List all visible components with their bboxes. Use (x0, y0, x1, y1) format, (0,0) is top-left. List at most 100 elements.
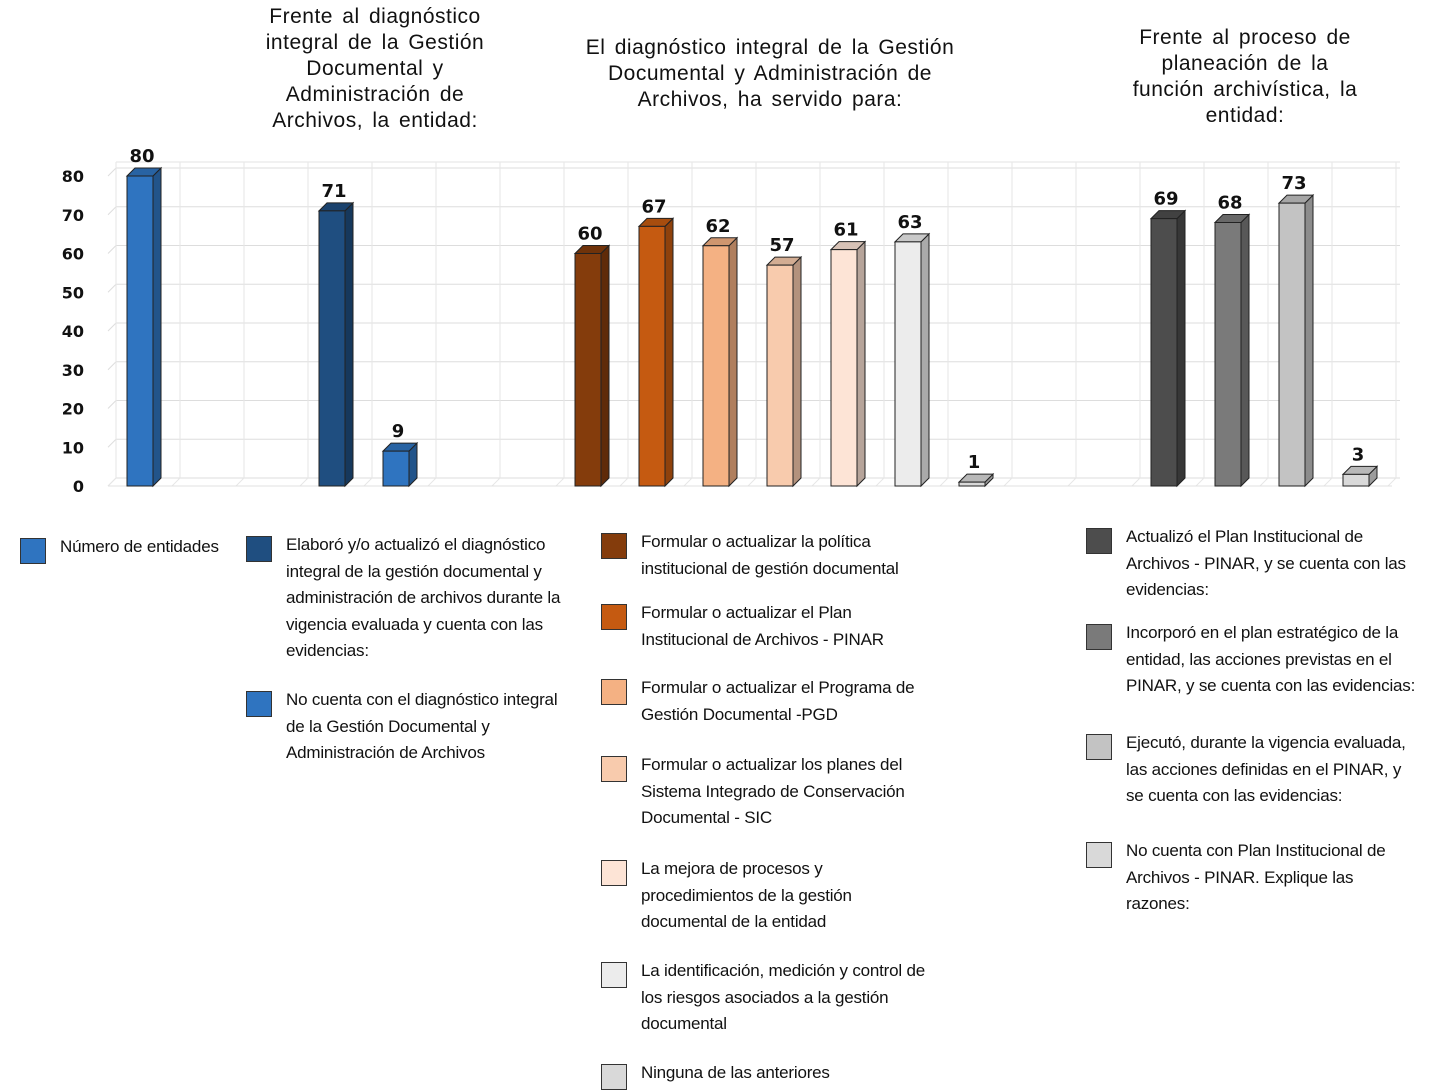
group-title-line: entidad: (1205, 104, 1285, 127)
group-title-line: Frente al diagnóstico (269, 5, 481, 28)
legend-label-line: No cuenta con el diagnóstico integral (286, 690, 558, 709)
data-label-8: 61 (833, 220, 858, 241)
gridline-depth (107, 400, 117, 409)
legend-swatch (601, 679, 627, 705)
bar-front-face (1278, 202, 1306, 487)
gridline-floor (299, 477, 309, 487)
bar-front-face (318, 210, 346, 487)
group-title-line: Documental y (306, 57, 444, 80)
legend-label: Formular o actualizar la política institu… (641, 529, 899, 582)
legend-label: Formular o actualizar el Programa de Gest… (641, 675, 915, 728)
legend-label-line: las acciones definidas en el PINAR, y (1126, 759, 1402, 779)
legend-swatch (20, 538, 46, 564)
legend-label-line: Formular o actualizar los planes del (641, 755, 903, 774)
group-title-uso-diagnostico: El diagnóstico integral de la Gestión Doc… (560, 35, 980, 113)
legend-label-line: La identificación, medición y control de (641, 961, 925, 980)
bar-side-face (920, 232, 930, 488)
legend-label: Elaboró y/o actualizó el diagnóstico inte… (286, 532, 560, 665)
group-title-line: Administración de (285, 83, 465, 106)
bar-3 (381, 441, 419, 488)
gridline-floor (1003, 477, 1013, 487)
bar-1 (125, 166, 163, 488)
legend-swatch (1086, 842, 1112, 868)
group-title-line: planeación de la (1161, 52, 1329, 75)
group-title-line: Archivos, ha servido para: (637, 88, 903, 111)
legend-item-pinar: Formular o actualizar el Plan Institucion… (601, 600, 981, 653)
group-title-line: función archivística, la (1132, 78, 1358, 101)
data-label-1: 80 (129, 146, 154, 167)
legend-label-line: Archivos - PINAR, y se cuenta con las (1126, 553, 1406, 573)
legend-item-mejora-procesos: La mejora de procesos y procedimientos de… (601, 856, 981, 936)
legend-label-line: razones: (1126, 894, 1190, 913)
legend-label: La mejora de procesos y procedimientos de… (641, 856, 852, 936)
legend-swatch (1086, 528, 1112, 554)
group-title-line: El diagnóstico integral de la Gestión (585, 36, 955, 59)
legend-swatch (601, 962, 627, 988)
bar-side-face (344, 201, 354, 488)
bar-side-face (1176, 209, 1186, 488)
bar-front-face (1214, 222, 1242, 487)
legend-label-line: de la Gestión Documental y (286, 716, 490, 736)
bar-front-face (702, 245, 730, 487)
bar-side-face (792, 255, 802, 488)
gridline-depth (107, 438, 117, 448)
legend-item-no-pinar: No cuenta con Plan Institucional de Archi… (1086, 838, 1436, 918)
legend-label-line: entidad, las acciones previstas en el (1126, 649, 1392, 669)
bar-front-face (574, 253, 602, 487)
gridline-floor (235, 477, 245, 487)
bar-6 (701, 236, 739, 488)
legend-label-line: Formular o actualizar el Plan (641, 603, 852, 622)
legend-label-line: Número de entidades (60, 537, 219, 556)
legend-label-line: Incorporó en el plan estratégico de la (1126, 623, 1399, 642)
legend-label-line: documental (641, 1014, 727, 1033)
legend-label-line: evidencias: (286, 641, 369, 660)
y-tick-label: 10 (62, 438, 84, 457)
legend-item-numero-entidades: Número de entidades (20, 534, 230, 564)
gridline-floor (1387, 477, 1397, 487)
legend-label-line: Archivos - PINAR. Explique las (1126, 867, 1354, 887)
data-label-2: 71 (321, 181, 346, 202)
data-label-9: 63 (897, 212, 922, 233)
legend-label-line: procedimientos de la gestión (641, 885, 852, 905)
legend-swatch (601, 604, 627, 630)
legend-swatch (601, 756, 627, 782)
bar-11 (1149, 209, 1187, 488)
gridline-floor (875, 477, 885, 487)
legend-label-line: PINAR, y se cuenta con las evidencias: (1126, 676, 1416, 695)
legend-label-line: los riesgos asociados a la gestión (641, 987, 889, 1007)
group-title-line: Documental y Administración de (608, 62, 932, 85)
bar-8 (829, 240, 867, 488)
legend-label-line: Gestión Documental -PGD (641, 704, 838, 724)
legend-label-line: Actualizó el Plan Institucional de (1126, 527, 1364, 546)
gridline-floor (171, 477, 181, 487)
legend-item-pgd: Formular o actualizar el Programa de Gest… (601, 675, 981, 728)
bar-front-face (1150, 218, 1178, 487)
bar-side-face (856, 240, 866, 488)
legend-label-line: documental de la entidad (641, 912, 827, 931)
bar-10 (957, 472, 995, 488)
data-label-14: 3 (1352, 444, 1365, 465)
legend-swatch (246, 536, 272, 562)
bar-side-face (728, 236, 738, 488)
legend-label-line: administración de archivos durante la (286, 588, 561, 607)
gridline-depth (107, 167, 117, 177)
gridline-floor (1131, 477, 1141, 487)
legend-label-line: La mejora de procesos y (641, 859, 823, 878)
gridline-floor (1195, 477, 1205, 487)
group-title-line: Frente al proceso de (1139, 26, 1351, 49)
legend-item-ejecuto-pinar: Ejecutó, durante la vigencia evaluada, la… (1086, 730, 1436, 810)
legend-label-line: integral de la gestión documental y (286, 561, 542, 581)
data-label-11: 69 (1153, 189, 1178, 210)
bar-chart: 0 10 20 30 40 50 60 70 80 80 71 9 60 67 62 57 61 63 1 69 68 7… (62, 146, 1400, 496)
legend-label: Formular o actualizar los planes del Sist… (641, 752, 905, 832)
legend-swatch (601, 1064, 627, 1090)
gridline-floor (939, 477, 949, 487)
bar-side-face (152, 166, 162, 488)
bar-12 (1213, 213, 1251, 488)
gridline-depth (107, 245, 117, 254)
legend-item-no-diagnostico: No cuenta con el diagnóstico integral de … (246, 687, 576, 767)
bar-front-face (382, 450, 410, 487)
legend-item-sic: Formular o actualizar los planes del Sist… (601, 752, 981, 832)
gridline-floor (363, 477, 373, 487)
bar-5 (637, 217, 675, 488)
